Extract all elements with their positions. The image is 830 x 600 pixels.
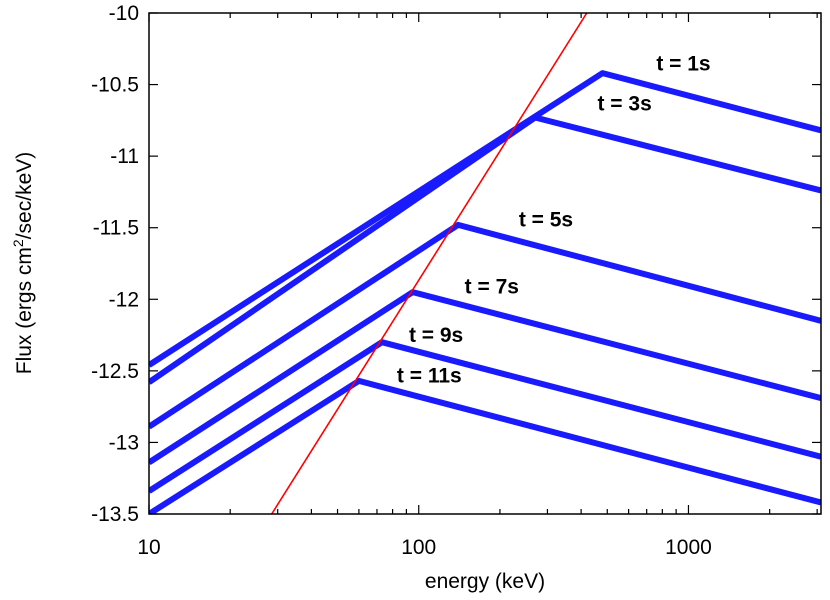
- series-label: t = 7s: [465, 276, 519, 299]
- series-label: t = 11s: [397, 364, 462, 387]
- spectrum-line: [149, 377, 821, 514]
- plot-frame: [148, 12, 822, 515]
- y-tick-label: -12: [109, 288, 139, 311]
- series-label: t = 3s: [597, 92, 651, 115]
- spectrum-line: [149, 114, 821, 385]
- series-label: t = 1s: [656, 52, 710, 75]
- spectrum-line: [149, 221, 821, 430]
- y-tick-label: -10: [109, 2, 139, 25]
- y-tick-label: -11.5: [93, 217, 139, 240]
- y-tick-label: -11: [110, 145, 139, 168]
- y-tick-label: -10.5: [91, 74, 139, 97]
- x-tick-label: 100: [401, 536, 436, 559]
- series-label: t = 9s: [409, 324, 463, 347]
- y-axis-title-pre: Flux (ergs cm: [13, 247, 36, 374]
- spectrum-line: [149, 339, 821, 494]
- y-axis-title-post: /sec/keV): [13, 152, 36, 240]
- series-layer: [149, 13, 821, 514]
- series-label-layer: t = 1st = 3s t = 5s t = 7s t = 9s t = 11s: [397, 52, 711, 387]
- y-tick-label: -12.5: [91, 360, 139, 383]
- tick-layer: 10 100 1000 -10 -10.5 -11 -11.5 -12 -12.5 -13 -13.…: [91, 2, 821, 559]
- spectrum-line: [149, 70, 821, 368]
- y-axis-title: Flux (ergs cm2/sec/keV): [10, 152, 36, 375]
- y-tick-label: -13.5: [91, 503, 139, 526]
- x-tick-label: 1000: [665, 536, 712, 559]
- y-axis-title-sup: 2: [10, 239, 26, 247]
- x-tick-label: 10: [137, 536, 160, 559]
- x-axis-title: energy (keV): [425, 570, 545, 593]
- peak-energy-line: [271, 13, 588, 514]
- y-tick-label: -13: [109, 431, 139, 454]
- series-label: t = 5s: [519, 208, 573, 231]
- spectrum-line: [149, 289, 821, 466]
